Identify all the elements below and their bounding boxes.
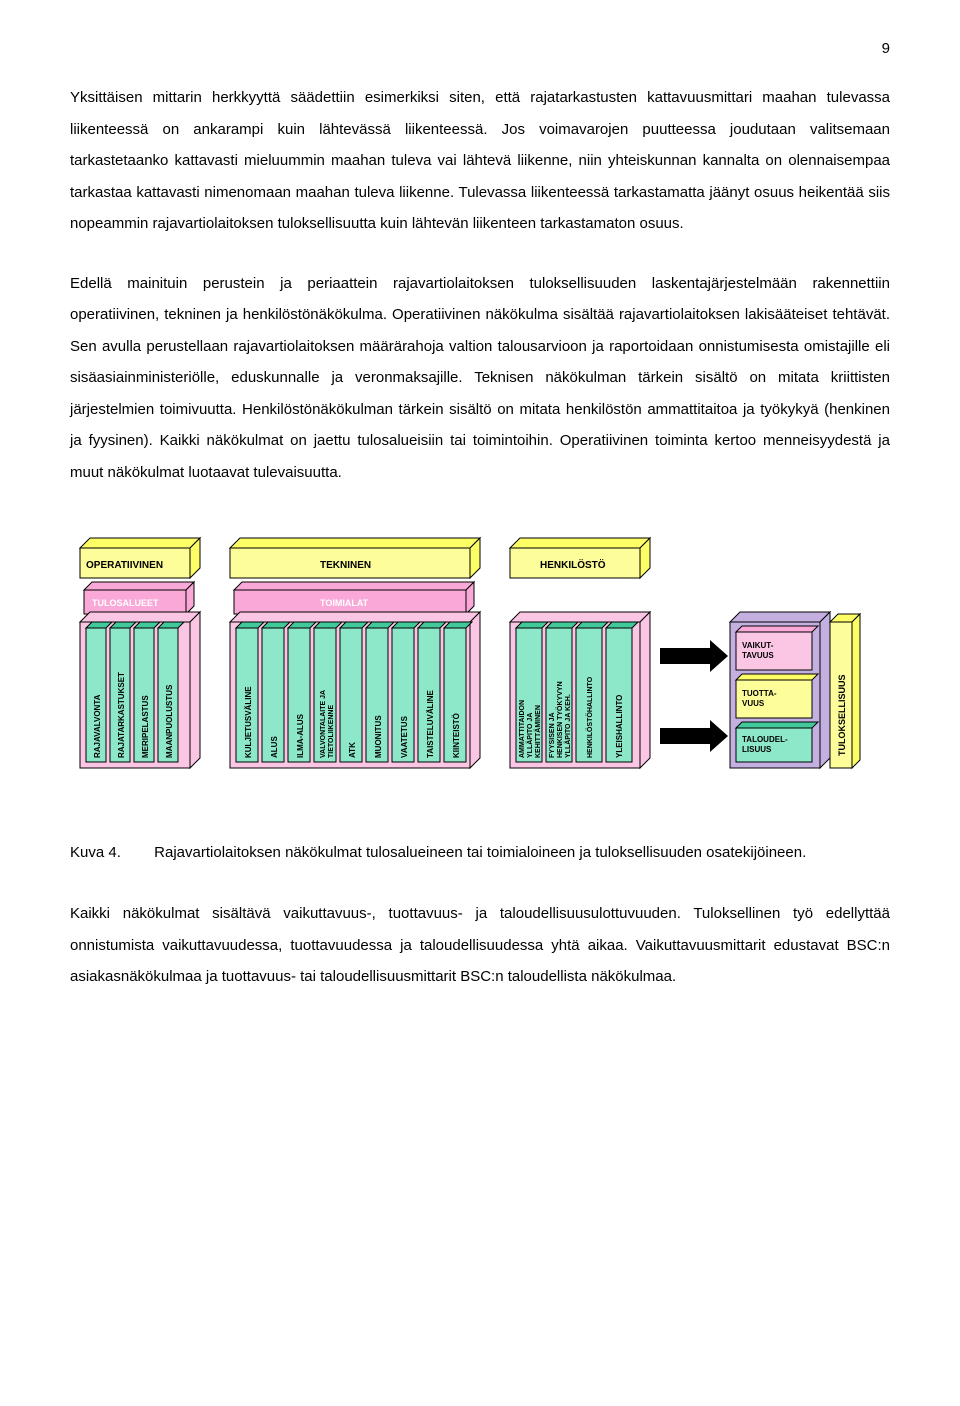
diagram: OPERATIIVINEN TULOSALUEET RAJAVALVONTA R… bbox=[70, 528, 890, 808]
svg-text:YLLÄPITO JA: YLLÄPITO JA bbox=[526, 713, 534, 758]
svg-text:VAATETUS: VAATETUS bbox=[400, 715, 409, 758]
paragraph-1: Yksittäisen mittarin herkkyyttä säädetti… bbox=[70, 82, 890, 240]
header-tekninen: TEKNINEN bbox=[320, 560, 371, 571]
svg-text:RAJAVALVONTA: RAJAVALVONTA bbox=[93, 694, 102, 758]
sub-tulosalueet: TULOSALUEET bbox=[92, 598, 159, 608]
page-number: 9 bbox=[70, 40, 890, 57]
svg-text:KEHITTÄMINEN: KEHITTÄMINEN bbox=[534, 705, 542, 758]
paragraph-3: Kaikki näkökulmat sisältävä vaikuttavuus… bbox=[70, 898, 890, 993]
svg-text:YLEISHALLINTO: YLEISHALLINTO bbox=[615, 695, 624, 758]
svg-text:TIETOLIIKENNE: TIETOLIIKENNE bbox=[328, 705, 335, 758]
caption-label: Kuva 4. bbox=[70, 838, 150, 868]
svg-text:MUONITUS: MUONITUS bbox=[374, 715, 383, 758]
svg-text:ILMA-ALUS: ILMA-ALUS bbox=[296, 713, 305, 758]
svg-text:AMMATTITAIDON: AMMATTITAIDON bbox=[519, 700, 526, 758]
svg-text:MERIPELASTUS: MERIPELASTUS bbox=[141, 695, 150, 758]
svg-text:VALVONTALAITE JA: VALVONTALAITE JA bbox=[320, 690, 327, 758]
arrow-2 bbox=[660, 720, 728, 752]
header-operatiivinen: OPERATIIVINEN bbox=[86, 560, 163, 571]
svg-text:VUUS: VUUS bbox=[742, 699, 765, 708]
side-tuloksellisuus: TULOKSELLISUUS bbox=[837, 674, 847, 756]
svg-text:TUOTTA-: TUOTTA- bbox=[742, 689, 777, 698]
figure-caption: Kuva 4. Rajavartiolaitoksen näkökulmat t… bbox=[70, 838, 890, 868]
paragraph-2: Edellä mainituin perustein ja periaattei… bbox=[70, 268, 890, 489]
svg-text:TAISTELUVÄLINE: TAISTELUVÄLINE bbox=[426, 689, 435, 758]
svg-text:YLLÄPITO JA KEH.: YLLÄPITO JA KEH. bbox=[564, 694, 572, 758]
svg-text:VAIKUT-: VAIKUT- bbox=[742, 641, 774, 650]
arrow-1 bbox=[660, 640, 728, 672]
sub-toimialat: TOIMIALAT bbox=[320, 598, 369, 608]
diagram-svg: OPERATIIVINEN TULOSALUEET RAJAVALVONTA R… bbox=[70, 528, 890, 808]
svg-text:HENKILÖSTÖHALLINTO: HENKILÖSTÖHALLINTO bbox=[585, 676, 594, 758]
svg-text:MAANPUOLUSTUS: MAANPUOLUSTUS bbox=[165, 684, 174, 758]
svg-text:LISUUS: LISUUS bbox=[742, 745, 772, 754]
svg-text:HENKISEN TYÖKYVYN: HENKISEN TYÖKYVYN bbox=[555, 681, 564, 758]
svg-text:RAJATARKASTUKSET: RAJATARKASTUKSET bbox=[117, 672, 126, 758]
svg-text:TAVUUS: TAVUUS bbox=[742, 651, 774, 660]
svg-text:KIINTEISTÖ: KIINTEISTÖ bbox=[452, 713, 461, 758]
svg-text:FYYSISEN JA: FYYSISEN JA bbox=[549, 712, 556, 758]
header-henkilosto: HENKILÖSTÖ bbox=[540, 558, 606, 571]
caption-text: Rajavartiolaitoksen näkökulmat tulosalue… bbox=[154, 838, 884, 868]
svg-text:ATK: ATK bbox=[348, 742, 357, 758]
svg-text:KULJETUSVÄLINE: KULJETUSVÄLINE bbox=[244, 686, 253, 758]
svg-text:TALOUDEL-: TALOUDEL- bbox=[742, 735, 788, 744]
svg-text:ALUS: ALUS bbox=[270, 736, 279, 758]
